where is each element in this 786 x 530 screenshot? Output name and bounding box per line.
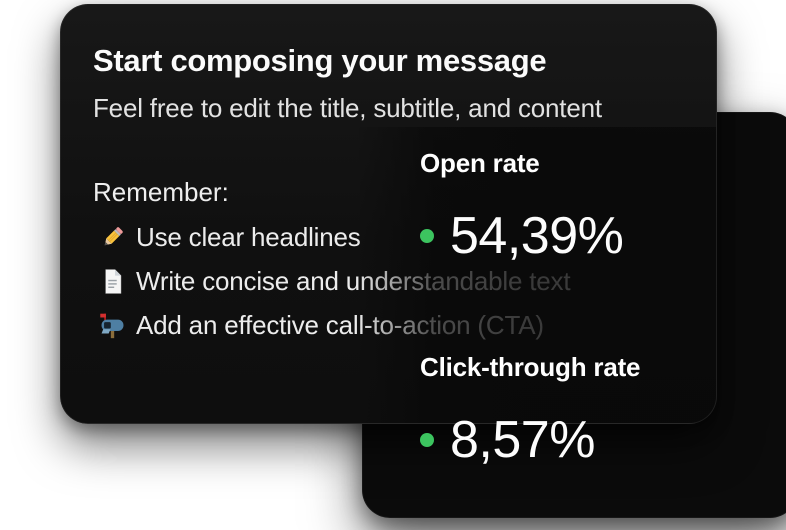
compose-message-card: Start composing your message Feel free t… [60,4,717,424]
mailbox-icon [100,313,124,338]
page-icon [105,268,122,294]
card-title: Start composing your message [93,43,547,78]
list-item: Use clear headlines [99,215,570,259]
overlap-scrim [356,127,716,423]
pencil-icon [104,226,123,245]
list-heading: Remember: [93,177,229,207]
card-subtitle: Feel free to edit the title, subtitle, a… [93,93,602,123]
list-item-label: Use clear headlines [136,221,361,252]
